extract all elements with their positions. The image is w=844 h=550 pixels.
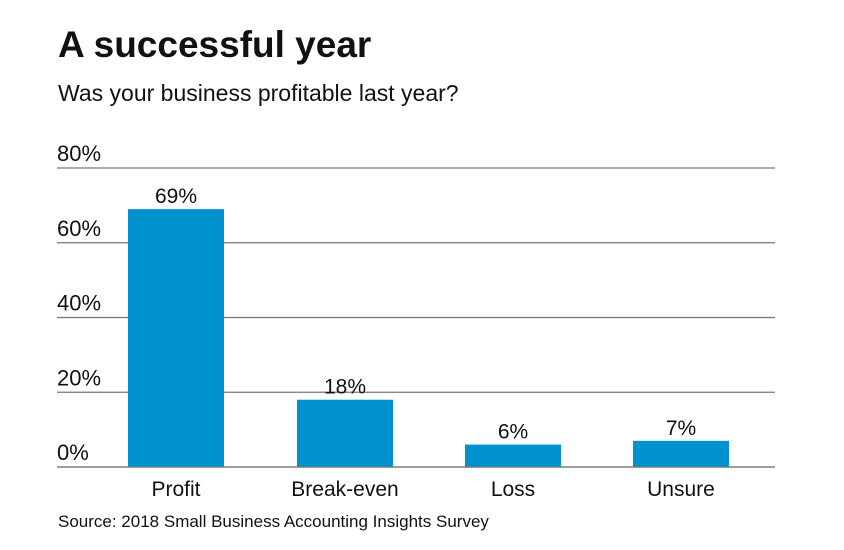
y-tick-label: 60% [57,216,101,241]
x-tick-label: Break-even [291,478,398,501]
chart-title: A successful year [58,24,372,65]
data-label: 7% [666,417,696,440]
data-label: 18% [324,376,366,399]
chart-subtitle: Was your business profitable last year? [58,80,459,106]
bar-break-even [297,399,393,467]
y-tick-label: 0% [57,440,89,465]
y-tick-label: 80% [57,141,101,166]
data-label: 6% [498,421,528,444]
bar-loss [465,444,561,467]
x-tick-label: Loss [491,478,535,501]
y-tick-label: 20% [57,365,101,390]
source-note: Source: 2018 Small Business Accounting I… [58,512,489,531]
bar-profit [128,209,224,468]
data-label: 69% [155,185,197,208]
y-tick-label: 40% [57,291,101,316]
x-tick-label: Unsure [647,478,715,501]
x-tick-label: Profit [151,478,200,501]
bar-unsure [633,440,729,467]
